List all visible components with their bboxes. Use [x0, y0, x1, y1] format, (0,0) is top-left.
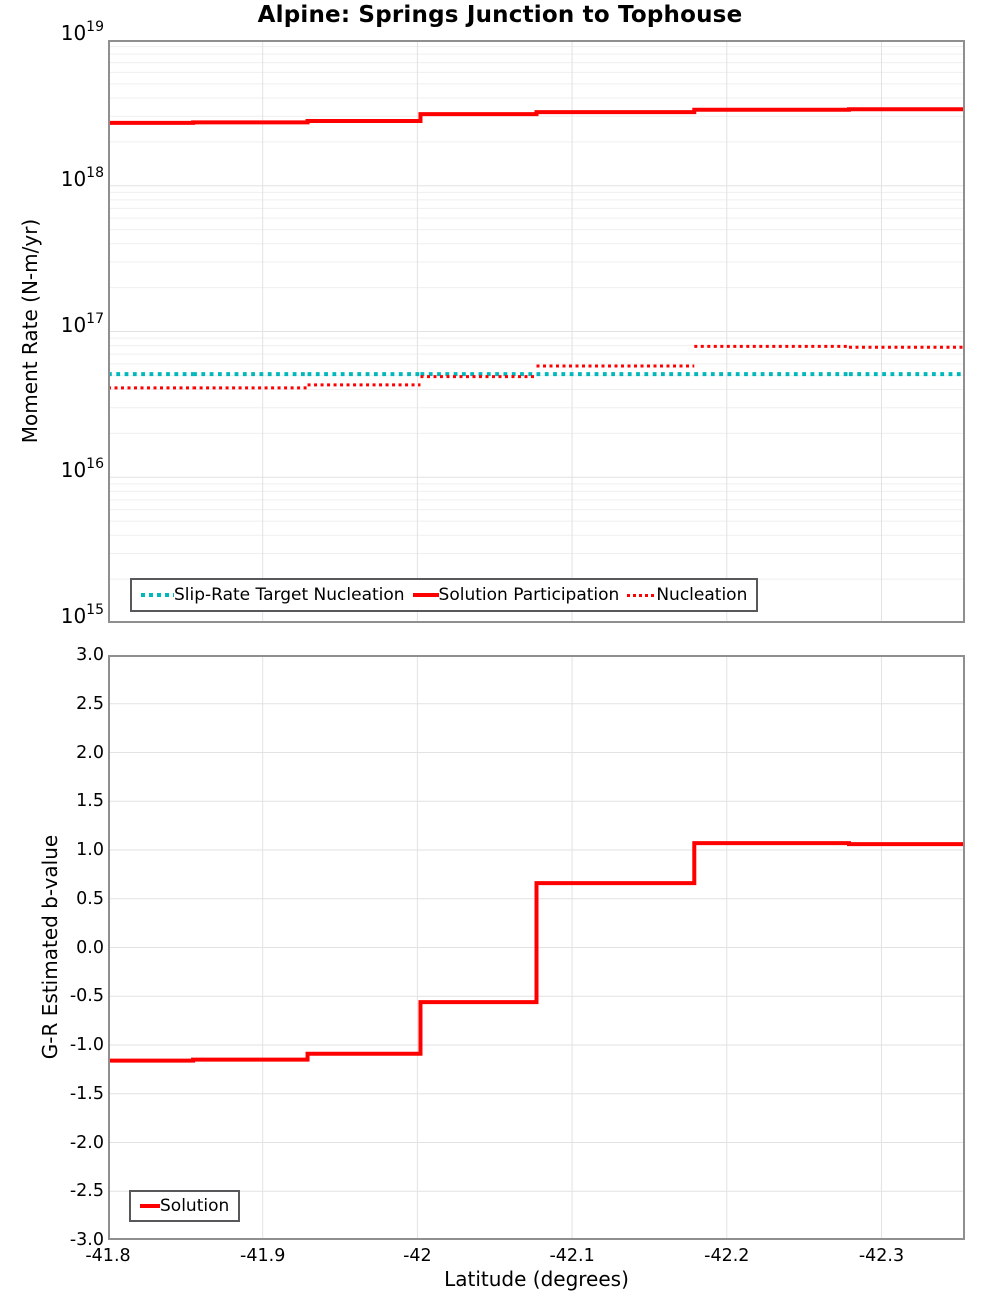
- x-tick-label: -42: [403, 1246, 432, 1266]
- legend-item-solution-participation: Solution Participation: [412, 585, 620, 605]
- bottom-legend: Solution: [129, 1190, 241, 1222]
- legend-item-nucleation: Nucleation: [627, 585, 747, 605]
- y-tick-label: 1.5: [76, 791, 104, 812]
- y-tick-label: -2.5: [69, 1181, 104, 1202]
- legend-label: Solution: [160, 1196, 230, 1216]
- y-tick-label: 3.0: [76, 645, 104, 665]
- red-solid-line-swatch-icon: [140, 1204, 160, 1208]
- legend-item-slip-rate-target: Slip-Rate Target Nucleation: [141, 585, 405, 605]
- b-value-plot: [108, 655, 965, 1240]
- y-tick-label: 1017: [60, 310, 104, 337]
- y-tick-label: 2.0: [76, 742, 104, 763]
- chart-title: Alpine: Springs Junction to Tophouse: [257, 2, 743, 28]
- x-tick-label: -42.3: [858, 1246, 905, 1266]
- x-tick-label: -41.8: [85, 1246, 131, 1266]
- cyan-dotted-line-swatch-icon: [141, 593, 174, 597]
- y-tick-label: -0.5: [69, 986, 104, 1007]
- red-solid-line-swatch-icon: [412, 593, 439, 597]
- y-tick-label: -1.5: [69, 1083, 104, 1104]
- y-tick-label: 2.5: [76, 693, 104, 714]
- legend-label: Slip-Rate Target Nucleation: [174, 585, 405, 605]
- legend-label: Nucleation: [656, 585, 748, 605]
- y-tick-label: 1018: [60, 164, 104, 191]
- moment-rate-plot: [108, 40, 965, 623]
- top-legend: Slip-Rate Target Nucleation Solution Par…: [130, 578, 759, 612]
- y-tick-label: 1019: [60, 19, 104, 45]
- legend-item-solution: Solution: [140, 1196, 229, 1216]
- y-tick-label: 0.5: [76, 888, 104, 909]
- red-dotted-line-swatch-icon: [627, 593, 657, 597]
- y-tick-label: 1015: [60, 602, 104, 628]
- y-tick-label: 1.0: [76, 840, 104, 860]
- y-tick-label: -3.0: [69, 1230, 104, 1250]
- y-tick-label: 0.0: [76, 937, 104, 958]
- y-tick-label: -1.0: [69, 1035, 104, 1055]
- x-tick-label: -42.1: [549, 1246, 595, 1266]
- y-tick-label: 1016: [60, 456, 104, 483]
- legend-label: Solution Participation: [438, 585, 620, 605]
- x-tick-label: -41.9: [240, 1246, 286, 1266]
- x-tick-label: -42.2: [704, 1246, 750, 1266]
- x-axis-title: Latitude (degrees): [444, 1267, 629, 1291]
- y-tick-label: -2.0: [69, 1132, 104, 1153]
